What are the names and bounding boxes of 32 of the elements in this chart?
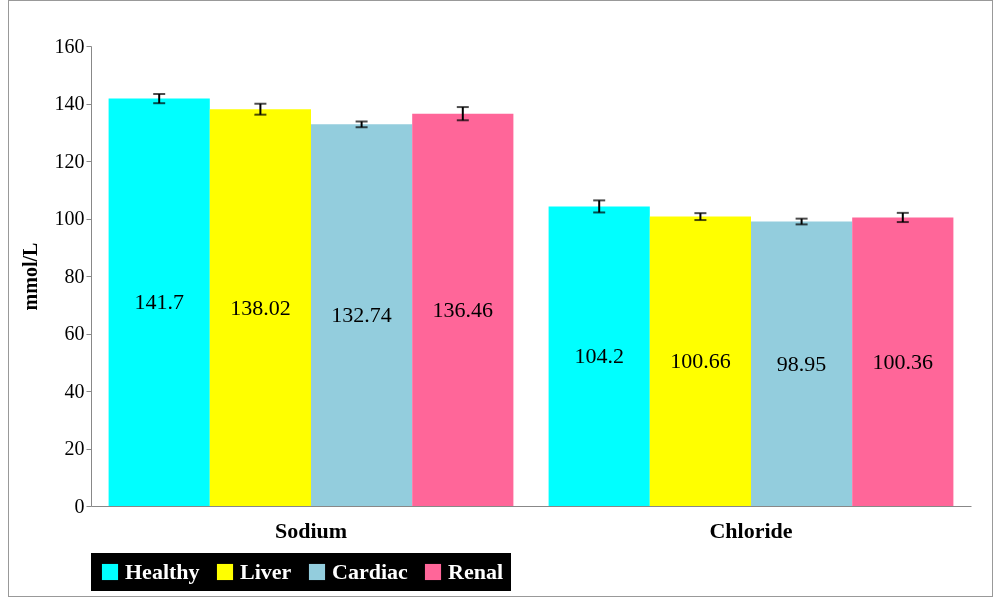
x-tick-label: Chloride [709,517,793,543]
data-label: 104.2 [574,343,624,369]
y-axis-title: mmol/L [18,242,41,311]
legend-label: Cardiac [332,559,408,584]
legend-label: Liver [240,559,292,584]
bar [852,217,954,506]
data-label: 100.36 [872,348,934,374]
y-tick-label: 40 [64,379,85,402]
data-label: 132.74 [331,302,392,328]
data-label: 141.7 [134,289,184,315]
data-label: 98.95 [776,350,827,376]
data-label: 136.46 [432,296,494,322]
y-tick-label: 120 [54,149,85,172]
y-tick-label: 60 [64,322,85,344]
bar [412,113,514,506]
bar [209,109,311,506]
y-tick-label: 0 [74,494,85,517]
y-tick-label: 140 [54,92,85,114]
y-tick-label: 20 [64,437,85,459]
y-tick-label: 100 [54,207,85,229]
y-tick-label: 160 [54,34,85,57]
legend-label: Healthy [125,559,200,584]
bar [548,206,650,506]
legend-label: Renal [448,559,503,584]
bar [311,124,413,506]
data-label: 100.66 [670,348,731,374]
bar [649,216,751,506]
bar [108,98,210,506]
bar [751,221,853,506]
x-tick-label: Sodium [274,517,348,543]
y-tick-label: 80 [64,264,85,287]
data-label: 138.02 [230,294,291,320]
